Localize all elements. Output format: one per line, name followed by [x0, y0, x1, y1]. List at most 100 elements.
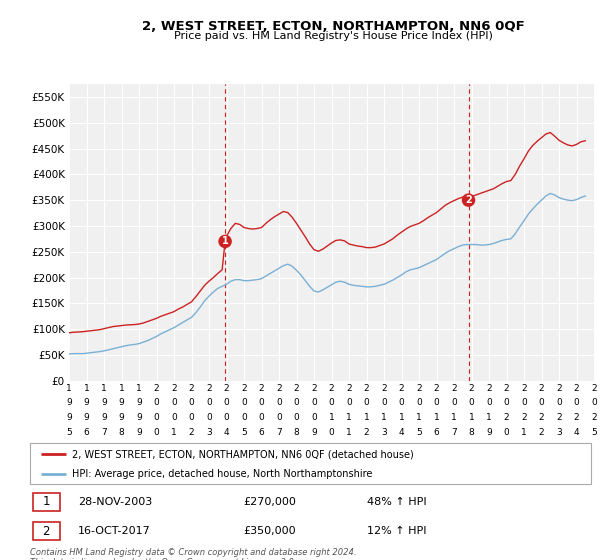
Text: 0: 0	[591, 399, 597, 408]
Text: 9: 9	[119, 413, 124, 422]
Text: 1: 1	[119, 384, 124, 393]
Text: 1: 1	[171, 428, 177, 437]
Text: 0: 0	[224, 399, 229, 408]
FancyBboxPatch shape	[33, 522, 60, 540]
Text: 2: 2	[469, 384, 475, 393]
Text: Price paid vs. HM Land Registry's House Price Index (HPI): Price paid vs. HM Land Registry's House …	[173, 31, 493, 41]
Text: 2: 2	[521, 413, 527, 422]
Text: 7: 7	[276, 428, 282, 437]
Text: 0: 0	[503, 428, 509, 437]
Text: 2, WEST STREET, ECTON, NORTHAMPTON, NN6 0QF (detached house): 2, WEST STREET, ECTON, NORTHAMPTON, NN6 …	[72, 449, 414, 459]
Text: 9: 9	[136, 399, 142, 408]
Text: 9: 9	[83, 413, 89, 422]
Text: 2: 2	[434, 384, 439, 393]
Text: 2: 2	[171, 384, 177, 393]
Text: 0: 0	[154, 413, 160, 422]
Text: 0: 0	[293, 413, 299, 422]
Text: 6: 6	[434, 428, 439, 437]
Text: 1: 1	[101, 384, 107, 393]
Text: 0: 0	[311, 399, 317, 408]
Text: 2: 2	[486, 384, 492, 393]
Text: 0: 0	[171, 413, 177, 422]
Text: 0: 0	[259, 413, 265, 422]
Text: 1: 1	[469, 413, 475, 422]
Text: 0: 0	[521, 399, 527, 408]
Text: 1: 1	[66, 384, 72, 393]
Text: 2: 2	[188, 384, 194, 393]
FancyBboxPatch shape	[30, 444, 591, 483]
Text: 0: 0	[398, 399, 404, 408]
Text: 2: 2	[539, 428, 544, 437]
Text: 0: 0	[206, 399, 212, 408]
Text: 1: 1	[416, 413, 422, 422]
Text: 2: 2	[503, 384, 509, 393]
Text: 2: 2	[154, 384, 160, 393]
Text: £270,000: £270,000	[243, 497, 296, 507]
Text: 0: 0	[276, 413, 282, 422]
Text: 2: 2	[206, 384, 212, 393]
Text: 1: 1	[43, 496, 50, 508]
Text: 1: 1	[381, 413, 387, 422]
Text: HPI: Average price, detached house, North Northamptonshire: HPI: Average price, detached house, Nort…	[72, 469, 373, 479]
Text: 0: 0	[556, 399, 562, 408]
Text: 2: 2	[293, 384, 299, 393]
Text: 2: 2	[43, 525, 50, 538]
Text: 2: 2	[521, 384, 527, 393]
Text: 0: 0	[188, 399, 194, 408]
Text: 0: 0	[206, 413, 212, 422]
Text: 1: 1	[136, 384, 142, 393]
Text: 0: 0	[154, 399, 160, 408]
Text: 2: 2	[276, 384, 282, 393]
Text: 1: 1	[521, 428, 527, 437]
Text: 0: 0	[364, 399, 370, 408]
Text: 9: 9	[136, 413, 142, 422]
Text: 0: 0	[329, 399, 334, 408]
Text: 0: 0	[241, 413, 247, 422]
Text: 9: 9	[83, 399, 89, 408]
Text: 0: 0	[469, 399, 475, 408]
Text: 2: 2	[451, 384, 457, 393]
Text: 0: 0	[276, 399, 282, 408]
Text: 5: 5	[591, 428, 597, 437]
Text: 2: 2	[503, 413, 509, 422]
Text: Contains HM Land Registry data © Crown copyright and database right 2024.
This d: Contains HM Land Registry data © Crown c…	[30, 548, 356, 560]
Text: 8: 8	[293, 428, 299, 437]
Text: 9: 9	[311, 428, 317, 437]
Text: £350,000: £350,000	[243, 526, 296, 536]
Text: 7: 7	[101, 428, 107, 437]
Text: 48% ↑ HPI: 48% ↑ HPI	[367, 497, 426, 507]
Text: 1: 1	[486, 413, 492, 422]
Text: 2: 2	[224, 384, 229, 393]
Text: 2: 2	[591, 384, 597, 393]
Text: 1: 1	[398, 413, 404, 422]
Text: 5: 5	[241, 428, 247, 437]
Text: 3: 3	[381, 428, 387, 437]
Text: 0: 0	[224, 413, 229, 422]
Text: 2: 2	[539, 384, 544, 393]
Text: 9: 9	[66, 413, 72, 422]
Text: 9: 9	[66, 399, 72, 408]
Text: 0: 0	[486, 399, 492, 408]
Text: 0: 0	[188, 413, 194, 422]
Text: 0: 0	[259, 399, 265, 408]
Text: 2: 2	[539, 413, 544, 422]
Text: 1: 1	[329, 413, 334, 422]
Text: 3: 3	[556, 428, 562, 437]
Text: 0: 0	[329, 428, 334, 437]
Text: 2, WEST STREET, ECTON, NORTHAMPTON, NN6 0QF: 2, WEST STREET, ECTON, NORTHAMPTON, NN6 …	[142, 20, 524, 32]
Text: 4: 4	[224, 428, 229, 437]
Text: 1: 1	[451, 413, 457, 422]
Text: 1: 1	[222, 236, 229, 246]
Text: 1: 1	[346, 413, 352, 422]
Text: 0: 0	[381, 399, 387, 408]
Text: 2: 2	[574, 413, 580, 422]
Text: 9: 9	[136, 428, 142, 437]
Text: 2: 2	[381, 384, 387, 393]
Text: 0: 0	[539, 399, 544, 408]
Text: 2: 2	[188, 428, 194, 437]
Text: 0: 0	[293, 399, 299, 408]
Text: 0: 0	[171, 399, 177, 408]
Text: 1: 1	[364, 413, 370, 422]
Text: 0: 0	[574, 399, 580, 408]
Text: 4: 4	[398, 428, 404, 437]
